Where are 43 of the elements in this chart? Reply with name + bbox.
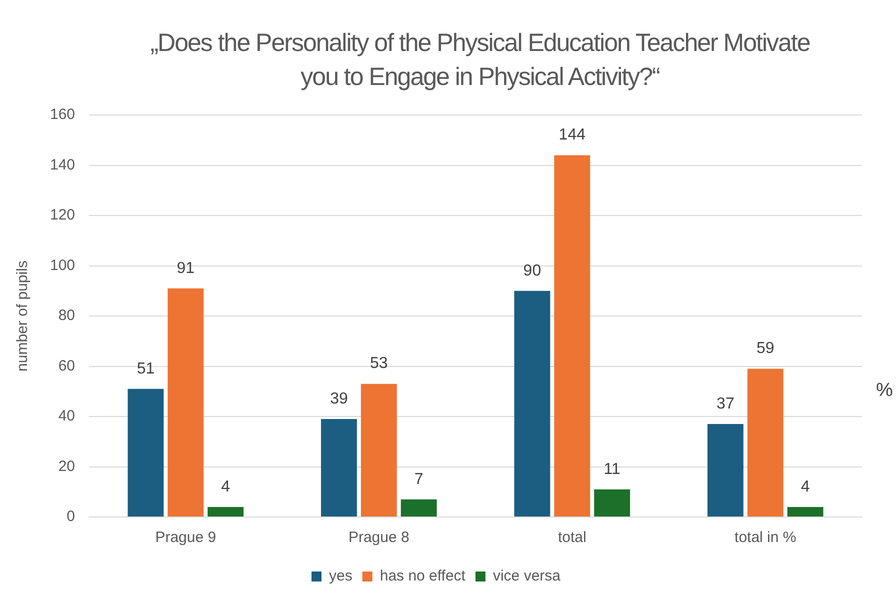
bar <box>747 368 784 516</box>
bar <box>400 499 437 516</box>
data-label: 7 <box>414 470 424 488</box>
data-label: 4 <box>221 478 230 496</box>
data-label: 11 <box>604 460 620 478</box>
data-label: 144 <box>558 126 586 144</box>
bar <box>707 424 744 516</box>
data-label: 4 <box>800 478 810 496</box>
legend-label: has no effect <box>380 568 466 585</box>
y-tick-label: 40 <box>58 408 76 425</box>
bar <box>208 506 244 516</box>
bar <box>128 388 164 516</box>
data-label: 90 <box>523 262 542 280</box>
y-tick-label: 100 <box>50 256 76 274</box>
y-tick-label: 140 <box>50 156 76 174</box>
x-tick-label: Prague 8 <box>348 529 410 546</box>
chart-title: „Does the Personality of the Physical Education Teacher Motivate you to Engage in Physical Activity?“ <box>150 28 810 93</box>
y-tick-label: 60 <box>58 357 76 374</box>
bar <box>554 155 590 516</box>
bar <box>594 489 630 516</box>
x-tick-label: Prague 9 <box>155 529 216 546</box>
data-label: 59 <box>756 340 774 358</box>
bar <box>320 419 357 516</box>
y-tick-label: 0 <box>66 508 76 526</box>
bar <box>514 290 550 516</box>
x-tick-label: total <box>558 529 586 546</box>
text: % <box>876 380 893 402</box>
y-tick-label: 80 <box>58 307 76 324</box>
bar <box>168 288 204 516</box>
bar <box>360 384 397 516</box>
legend-label: yes <box>329 568 352 585</box>
data-label: 51 <box>136 360 155 378</box>
bar <box>787 506 824 516</box>
y-tick-label: 120 <box>50 206 76 224</box>
y-axis-title: number of pupils <box>14 260 32 372</box>
data-label: 37 <box>716 395 734 412</box>
y-tick-label: 160 <box>50 106 76 124</box>
y-tick-label: 20 <box>58 458 76 475</box>
data-label: 53 <box>370 355 388 372</box>
data-label: 39 <box>330 390 348 408</box>
data-label: 91 <box>176 260 195 277</box>
x-tick-label: total in % <box>734 529 796 546</box>
legend-label: vice versa <box>492 568 562 585</box>
